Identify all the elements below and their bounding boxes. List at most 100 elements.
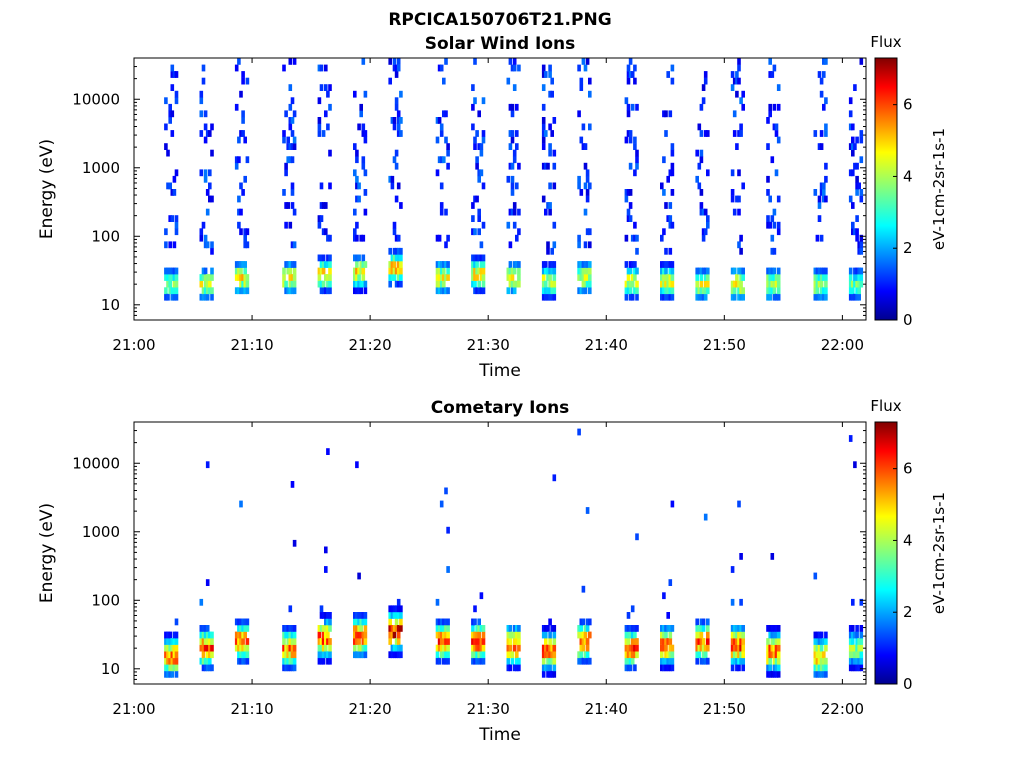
spectrogram-cell bbox=[292, 625, 297, 632]
spectrogram-cell bbox=[670, 293, 675, 301]
spectrogram-cell bbox=[399, 117, 403, 124]
spectrogram-cell bbox=[737, 130, 741, 137]
spectrogram-cell bbox=[321, 287, 326, 295]
spectrogram-cell bbox=[583, 182, 588, 190]
spectrogram-cell bbox=[506, 631, 511, 639]
spectrogram-cell bbox=[813, 130, 818, 137]
spectrogram-cell bbox=[817, 280, 822, 288]
spectrogram-cell bbox=[633, 234, 637, 242]
spectrogram-cell bbox=[546, 267, 550, 275]
spectrogram-cell bbox=[552, 117, 557, 124]
spectrogram-cell bbox=[201, 638, 206, 645]
spectrogram-cell bbox=[164, 241, 168, 249]
spectrogram-cell bbox=[359, 267, 363, 275]
spectrogram-cell bbox=[768, 651, 772, 659]
spectrogram-cell bbox=[321, 202, 326, 209]
spectrogram-cell bbox=[855, 651, 859, 659]
spectrogram-cell bbox=[324, 64, 328, 72]
y-axis-label: Energy (eV) bbox=[37, 139, 57, 239]
spectrogram-cell bbox=[766, 221, 770, 229]
spectrogram-cell bbox=[199, 293, 204, 301]
spectrogram-cell bbox=[548, 143, 552, 150]
spectrogram-cell bbox=[288, 631, 293, 639]
spectrogram-cell bbox=[662, 189, 666, 196]
spectrogram-cell bbox=[697, 162, 702, 170]
spectrogram-cell bbox=[766, 189, 770, 196]
spectrogram-cell bbox=[170, 274, 175, 281]
spectrogram-cell bbox=[473, 143, 477, 150]
spectrogram-cell bbox=[552, 182, 557, 190]
spectrogram-cell bbox=[199, 97, 204, 105]
spectrogram-cell bbox=[739, 598, 743, 606]
spectrogram-cell bbox=[284, 664, 288, 672]
spectrogram-cell bbox=[541, 267, 546, 275]
spectrogram-cell bbox=[630, 657, 635, 665]
spectrogram-cell bbox=[583, 208, 588, 216]
spectrogram-cell bbox=[737, 287, 741, 295]
spectrogram-cell bbox=[396, 612, 401, 619]
spectrogram-cell bbox=[475, 651, 479, 659]
spectrogram-cell bbox=[848, 435, 853, 442]
spectrogram-cell bbox=[817, 71, 822, 78]
spectrogram-cell bbox=[824, 195, 828, 203]
spectrogram-cell bbox=[210, 644, 214, 652]
spectrogram-cell bbox=[515, 182, 519, 190]
spectrogram-cell bbox=[288, 156, 293, 164]
spectrogram-cell bbox=[164, 274, 168, 281]
spectrogram-cell bbox=[361, 58, 366, 65]
spectrogram-cell bbox=[515, 638, 519, 645]
spectrogram-cell bbox=[239, 267, 243, 275]
spectrogram-cell bbox=[437, 274, 442, 281]
spectrogram-cell bbox=[243, 175, 247, 183]
spectrogram-cell bbox=[851, 280, 855, 288]
spectrogram-cell bbox=[388, 77, 392, 85]
x-tick-label: 21:00 bbox=[112, 336, 155, 354]
spectrogram-cell bbox=[730, 638, 735, 645]
spectrogram-cell bbox=[848, 123, 853, 131]
spectrogram-cell bbox=[286, 638, 290, 645]
spectrogram-cell bbox=[239, 625, 243, 632]
spectrogram-cell bbox=[290, 644, 295, 652]
spectrogram-cell bbox=[630, 638, 635, 645]
spectrogram-cell bbox=[164, 143, 168, 150]
spectrogram-cell bbox=[481, 280, 486, 288]
spectrogram-cell bbox=[737, 241, 741, 249]
spectrogram-cell bbox=[203, 123, 208, 131]
spectrogram-cell bbox=[357, 618, 361, 626]
spectrogram-cell bbox=[741, 651, 745, 659]
spectrogram-cell bbox=[660, 664, 664, 672]
spectrogram-cell bbox=[446, 526, 450, 534]
spectrogram-cell bbox=[243, 618, 247, 626]
spectrogram-cell bbox=[517, 644, 521, 652]
spectrogram-cell bbox=[701, 287, 706, 295]
spectrogram-cell bbox=[475, 625, 479, 632]
spectrogram-cell bbox=[164, 631, 168, 639]
spectrogram-cell bbox=[817, 143, 822, 150]
spectrogram-cell bbox=[328, 267, 332, 275]
spectrogram-cell bbox=[288, 651, 293, 659]
spectrogram-cell bbox=[579, 261, 584, 268]
spectrogram-cell bbox=[668, 274, 673, 281]
spectrogram-cell bbox=[822, 189, 826, 196]
spectrogram-cell bbox=[668, 169, 673, 177]
spectrogram-cell bbox=[544, 293, 548, 301]
spectrogram-cell bbox=[548, 149, 552, 157]
spectrogram-cell bbox=[741, 103, 745, 111]
spectrogram-cell bbox=[292, 274, 297, 281]
spectrogram-cell bbox=[237, 261, 241, 268]
spectrogram-cell bbox=[164, 644, 168, 652]
spectrogram-cell bbox=[630, 644, 635, 652]
spectrogram-cell bbox=[633, 638, 637, 645]
spectrogram-cell bbox=[768, 71, 772, 78]
spectrogram-cell bbox=[585, 507, 590, 514]
spectrogram-cell bbox=[546, 644, 550, 652]
spectrogram-cell bbox=[664, 274, 668, 281]
spectrogram-cell bbox=[319, 254, 324, 262]
spectrogram-cell bbox=[506, 664, 511, 672]
spectrogram-cell bbox=[517, 267, 521, 275]
spectrogram-cell bbox=[817, 274, 822, 281]
spectrogram-cell bbox=[699, 149, 704, 157]
spectrogram-cell bbox=[245, 651, 250, 659]
spectrogram-cell bbox=[481, 254, 486, 262]
spectrogram-cell bbox=[239, 274, 243, 281]
